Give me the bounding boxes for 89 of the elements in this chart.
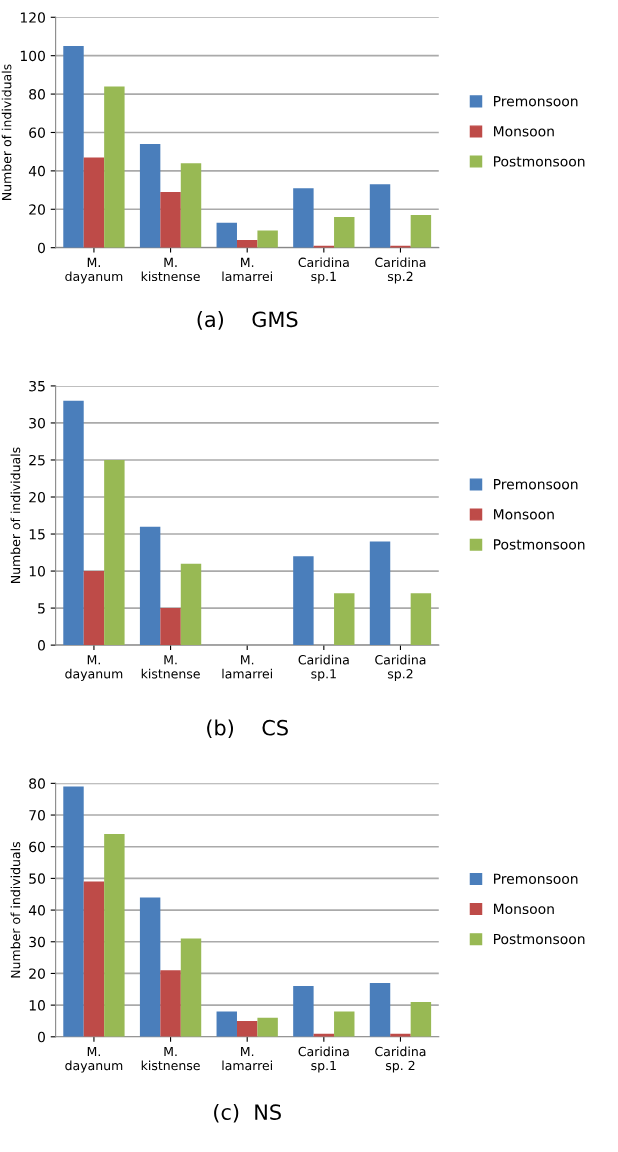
x-tick-label: M. kistnense [141, 1046, 200, 1071]
bar [410, 215, 432, 248]
bar [334, 1011, 355, 1037]
y-tick-label: 20 [29, 491, 45, 503]
x-tick-label: M. lamarrei [222, 655, 272, 679]
x-tick-label: Caridina sp. 2 [375, 1046, 426, 1073]
y-tick-label: 15 [29, 529, 45, 540]
bar [334, 593, 355, 646]
y-tick-label: 20 [29, 204, 45, 215]
y-tick-label: 25 [29, 454, 45, 466]
y-tick-label: 30 [29, 936, 45, 948]
bar [293, 556, 314, 646]
text: (c) NS [214, 1103, 281, 1123]
bar [180, 563, 202, 646]
y-tick-label: 0 [37, 1031, 45, 1043]
y-tick-label: 120 [20, 12, 45, 23]
y-tick-label: 40 [28, 165, 45, 177]
legend-label: Postmonsoon [494, 933, 585, 945]
y-tick-label: 35 [29, 380, 45, 392]
text: (a) GMS [197, 311, 298, 330]
x-tick-label: Caridina sp.1 [298, 654, 349, 681]
bar [257, 1017, 278, 1037]
bar [104, 86, 125, 248]
bar [160, 970, 181, 1037]
x-tick-label: Caridina sp.2 [375, 257, 426, 284]
x-tick-label: M. dayanum [65, 655, 123, 681]
bar [104, 834, 125, 1037]
x-tick-label: M. kistnense [141, 655, 200, 679]
y-tick-label: 5 [38, 603, 45, 614]
bar [139, 897, 161, 1037]
x-tick-label: Caridina sp.1 [298, 257, 349, 284]
bar [83, 571, 105, 646]
y-tick-label: 20 [29, 968, 45, 979]
y-axis-title: Number of individuals [10, 842, 21, 978]
legend-label: Postmonsoon [494, 156, 585, 167]
bar [216, 222, 237, 248]
y-tick-label: 0 [37, 640, 45, 651]
y-tick-label: 80 [29, 89, 45, 100]
bar [63, 400, 84, 646]
bar [63, 46, 84, 248]
y-tick-label: 10 [29, 1000, 45, 1011]
y-axis-title: Number of individuals [1, 64, 12, 200]
y-tick-label: 10 [29, 566, 45, 577]
bar [334, 216, 355, 248]
bar [83, 157, 105, 248]
bar [83, 881, 105, 1037]
y-tick-label: 80 [29, 778, 45, 789]
bar [216, 1011, 237, 1037]
x-tick-label: M. dayanum [65, 1046, 123, 1073]
bar [160, 192, 181, 248]
bar [410, 593, 432, 646]
x-tick-label: M. dayanum [65, 257, 123, 284]
legend-label: Monsoon [494, 126, 554, 137]
y-axis-title: Number of individuals [10, 447, 21, 583]
bar [293, 188, 314, 248]
bar [104, 459, 125, 646]
y-tick-label: 30 [29, 417, 45, 429]
bar [293, 986, 314, 1037]
y-tick-label: 60 [29, 127, 45, 138]
y-tick-label: 50 [29, 873, 45, 884]
legend-label: Premonsoon [494, 479, 578, 490]
x-tick-label: Caridina sp.2 [375, 654, 426, 681]
bar [180, 163, 202, 248]
y-tick-label: 100 [20, 50, 45, 62]
bar [369, 184, 391, 248]
bar [63, 786, 84, 1037]
y-tick-label: 60 [29, 841, 45, 853]
bar [257, 230, 278, 248]
legend-label: Premonsoon [494, 873, 578, 884]
y-tick-label: 0 [37, 242, 45, 254]
x-tick-label: Caridina sp.1 [298, 1046, 349, 1073]
bar [410, 1001, 432, 1037]
bar [236, 1020, 258, 1037]
bar [180, 938, 202, 1037]
legend-label: Postmonsoon [494, 539, 585, 550]
bar [369, 541, 391, 646]
bar [160, 608, 181, 646]
legend-label: Monsoon [494, 903, 554, 915]
x-tick-label: M. lamarrei [222, 257, 272, 282]
y-tick-label: 70 [29, 810, 45, 821]
bar [139, 144, 161, 248]
x-tick-label: M. kistnense [141, 257, 200, 282]
legend-label: Premonsoon [494, 96, 578, 107]
legend-label: Monsoon [494, 509, 554, 520]
x-tick-label: M. lamarrei [222, 1046, 272, 1071]
bar [369, 982, 391, 1037]
text: (b) CS [207, 719, 288, 739]
bar [139, 526, 161, 646]
y-tick-label: 40 [28, 905, 45, 916]
